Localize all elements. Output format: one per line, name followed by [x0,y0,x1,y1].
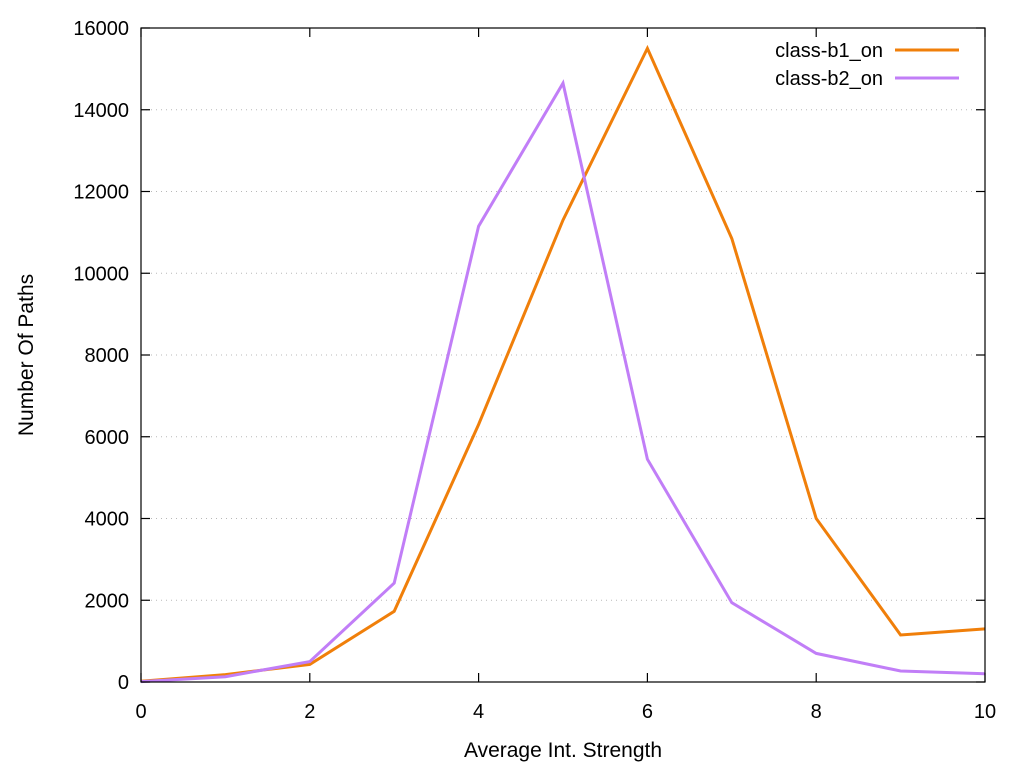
y-tick-label: 10000 [73,263,129,285]
y-tick-label: 6000 [85,427,130,449]
series-line-2 [140,79,986,684]
y-tick-label: 0 [118,672,129,694]
x-tick-label: 2 [304,701,315,723]
y-tick-label: 2000 [85,590,130,612]
y-tick-label: 8000 [85,345,130,367]
y-tick-label: 16000 [73,18,129,40]
tick-labels: 0 2000 4000 6000 8000 10000 12000 14000 16000 0 2 4… [73,18,996,723]
series-line-1 [140,44,986,683]
axis-ticks [140,27,986,683]
x-tick-label: 8 [811,701,822,723]
plot-frame [140,27,986,683]
y-tick-label: 12000 [73,182,129,204]
gridlines [141,109,985,601]
x-tick-label: 10 [974,701,996,723]
legend-label: class-b2_on [775,68,883,90]
x-tick-label: 0 [135,701,146,723]
y-tick-label: 14000 [73,100,129,122]
series-lines [140,44,986,684]
y-axis-title: Number Of Paths [15,274,38,436]
x-tick-label: 4 [473,701,484,723]
x-tick-label: 6 [642,701,653,723]
y-tick-label: 4000 [85,509,130,531]
legend-label: class-b1_on [775,40,883,62]
legend: class-b1_on class-b2_on [775,40,959,90]
x-axis-title: Average Int. Strength [464,739,662,762]
